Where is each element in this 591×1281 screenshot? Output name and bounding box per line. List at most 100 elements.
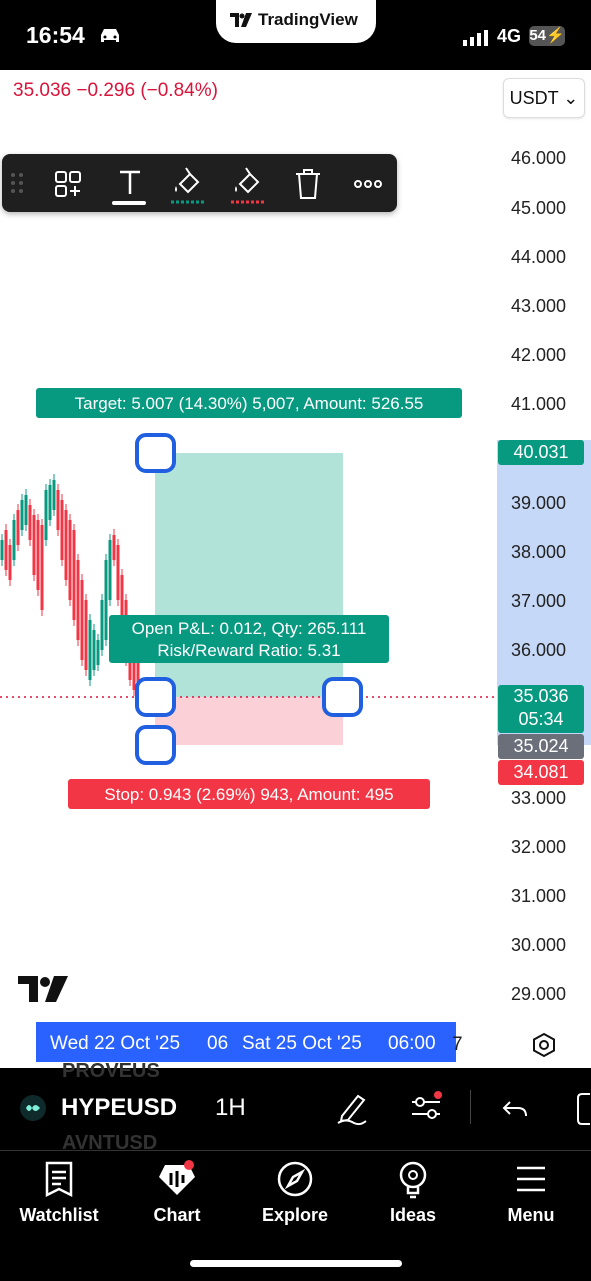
undo-icon[interactable] (500, 1094, 530, 1124)
axis-label: 37.000 (511, 591, 567, 611)
currency-select[interactable]: USDT ⌄ (503, 78, 585, 118)
axis-label: 41.000 (511, 394, 567, 414)
tradingview-logo-icon (230, 13, 252, 27)
candle-body (96, 640, 100, 665)
tab-chart[interactable]: Chart (118, 1151, 236, 1251)
delete-button[interactable] (286, 162, 330, 206)
profit-color-button[interactable] (166, 162, 210, 206)
candle-body (60, 500, 64, 560)
ghost-symbol-above: PROVEUS (62, 1060, 160, 1082)
candle-body (24, 495, 28, 525)
ghost-symbol-below: AVNTUSD (62, 1132, 158, 1154)
text-style-button[interactable] (108, 162, 152, 206)
axis-label: 32.000 (511, 837, 567, 857)
candle-body (120, 575, 124, 640)
candle-body (80, 580, 84, 660)
fullscreen-icon[interactable] (572, 1092, 591, 1126)
tab-label: Explore (261, 1205, 329, 1225)
tab-watchlist[interactable]: Watchlist (0, 1151, 118, 1251)
candle-body (100, 600, 104, 650)
tab-label: Menu (507, 1205, 555, 1225)
menu-icon (517, 1166, 545, 1192)
axis-label: 39.000 (511, 493, 567, 513)
axis-label: 46.000 (511, 148, 567, 168)
paint-bucket-icon (231, 167, 266, 204)
candle-body (32, 515, 36, 575)
axis-label: 42.000 (511, 345, 567, 365)
candle-body (36, 520, 40, 590)
stop-price-tag: 34.081 (498, 760, 584, 785)
pnl-label: Open P&L: 0.012, Qty: 265.111 Risk/Rewar… (109, 615, 389, 663)
object-tree-button[interactable] (46, 162, 90, 206)
lightbulb-icon (399, 1161, 427, 1199)
tab-label: Ideas (389, 1205, 437, 1225)
bar-countdown: 05:34 (518, 709, 564, 729)
add-objects-icon (55, 171, 81, 197)
tradingview-watermark-icon (18, 976, 68, 1002)
symbol-toolbar: PROVEUS AVNTUSD HYPEUSD 1H (0, 1060, 591, 1154)
home-indicator (190, 1260, 402, 1267)
drawing-toolbar (2, 154, 397, 212)
candle-body (92, 630, 96, 670)
candle-body (44, 490, 48, 540)
dynamic-island: TradingView (216, 0, 376, 43)
compass-icon (277, 1161, 313, 1197)
stop-label: Stop: 0.943 (2.69%) 943, Amount: 495 (68, 779, 430, 809)
paint-bucket-icon (171, 167, 206, 204)
current-price: 35.036 (513, 686, 569, 706)
axis-label: 43.000 (511, 296, 567, 316)
price-change-header: 35.036 −0.296 (−0.84%) (13, 80, 218, 101)
time-axis-selection[interactable]: Wed 22 Oct '25 06 Sat 25 Oct '25 06:00 (36, 1022, 456, 1062)
chart-icon (159, 1160, 195, 1195)
entry-price-tag: 35.024 (498, 734, 584, 759)
candle-body (12, 520, 16, 560)
time-axis-overflow: 7 (452, 1034, 463, 1055)
chart-canvas[interactable] (0, 120, 591, 1020)
candle-body (16, 510, 20, 545)
target-price-tag: 40.031 (498, 440, 584, 465)
bottom-tab-bar: Watchlist Chart Explore Ideas Menu (0, 1150, 591, 1281)
candle-body (72, 530, 76, 620)
tab-label: Chart (153, 1205, 201, 1225)
right-handle (322, 677, 363, 717)
axis-label: 29.000 (511, 984, 567, 1004)
interval-button[interactable]: 1H (215, 1094, 246, 1121)
settings-hexagon-icon[interactable] (531, 1032, 557, 1058)
tab-ideas[interactable]: Ideas (354, 1151, 472, 1251)
axis-label: 31.000 (511, 886, 567, 906)
candle-body (68, 520, 72, 600)
time-start: Wed 22 Oct '25 (50, 1033, 181, 1054)
car-icon (101, 29, 119, 42)
candle-body (84, 600, 88, 670)
axis-label: 33.000 (511, 788, 567, 808)
app-brand: TradingView (258, 10, 358, 29)
axis-label: 44.000 (511, 247, 567, 267)
time-mid: 06 (207, 1033, 229, 1054)
candle-body (40, 525, 44, 610)
loss-color-button[interactable] (226, 162, 270, 206)
tab-explore[interactable]: Explore (236, 1151, 354, 1251)
axis-label: 36.000 (511, 640, 567, 660)
more-button[interactable] (348, 162, 392, 206)
candle-body (20, 500, 24, 530)
candle-body (116, 545, 120, 600)
axis-label: 30.000 (511, 935, 567, 955)
toolbar-divider (470, 1090, 471, 1124)
candle-body (48, 485, 52, 520)
symbol-button[interactable]: HYPEUSD (61, 1094, 178, 1121)
candle-body (8, 545, 12, 580)
drag-handle-icon[interactable] (10, 172, 24, 194)
candle-body (52, 480, 56, 510)
watchlist-icon (45, 1161, 73, 1198)
entry-handle (135, 677, 176, 717)
target-handle (135, 433, 176, 473)
candle-body (132, 650, 136, 690)
tab-menu[interactable]: Menu (472, 1151, 590, 1251)
tab-label: Watchlist (19, 1205, 99, 1225)
candle-body (136, 660, 140, 700)
candle-body (0, 540, 4, 560)
current-price-tag: 35.036 05:34 (498, 685, 584, 733)
candlesticks (0, 474, 140, 706)
indicators-icon[interactable] (408, 1090, 444, 1126)
drawing-tool-icon[interactable] (334, 1090, 370, 1126)
